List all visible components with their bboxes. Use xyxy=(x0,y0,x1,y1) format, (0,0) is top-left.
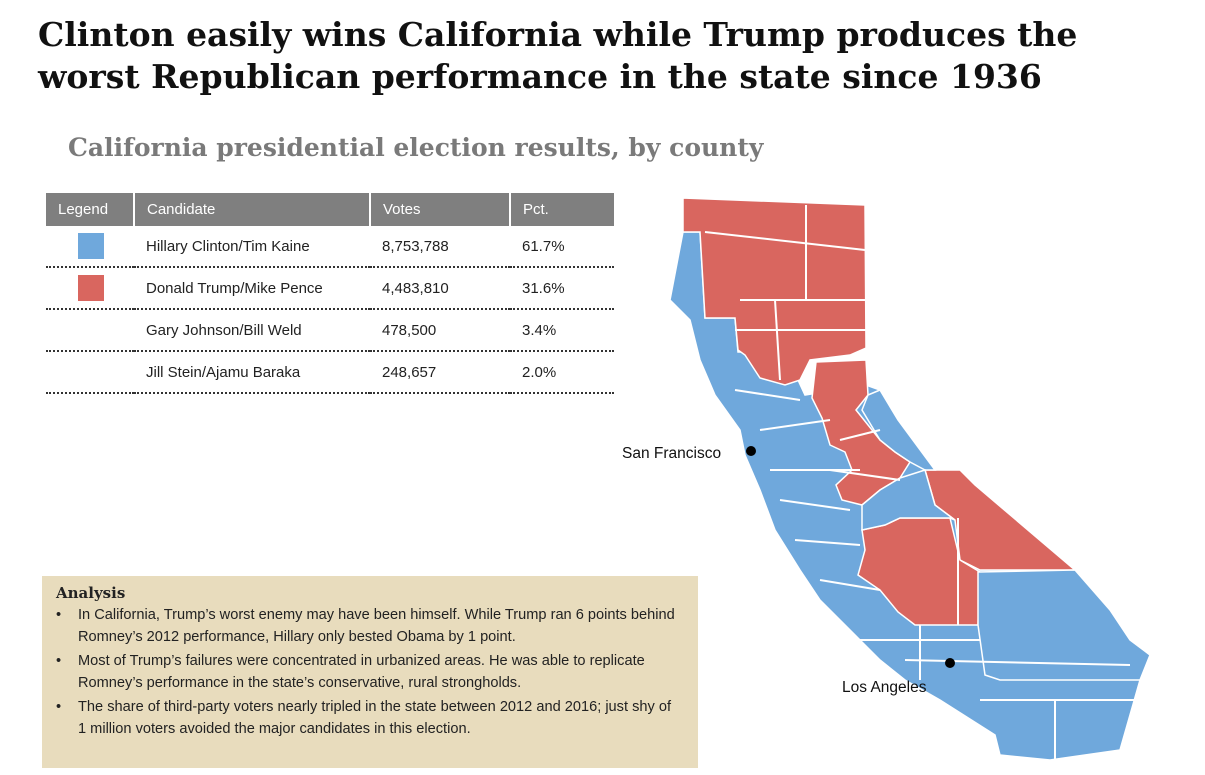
pct-cell: 2.0% xyxy=(510,351,614,394)
analysis-list: • In California, Trump’s worst enemy may … xyxy=(56,604,682,740)
bullet-icon: • xyxy=(56,607,62,623)
table-header-row: Legend Candidate Votes Pct. xyxy=(46,193,614,226)
table-row: Jill Stein/Ajamu Baraka 248,657 2.0% xyxy=(46,351,614,394)
legend-cell xyxy=(46,226,134,268)
analysis-text: In California, Trump’s worst enemy may h… xyxy=(78,607,675,645)
header-pct: Pct. xyxy=(510,193,614,226)
analysis-box: Analysis • In California, Trump’s worst e… xyxy=(42,576,698,768)
analysis-text: Most of Trump’s failures were concentrat… xyxy=(78,653,645,691)
table-row: Gary Johnson/Bill Weld 478,500 3.4% xyxy=(46,309,614,352)
table-row: Donald Trump/Mike Pence 4,483,810 31.6% xyxy=(46,267,614,310)
votes-cell: 4,483,810 xyxy=(370,267,510,310)
mono-clinton-region xyxy=(861,389,937,471)
trump-swatch xyxy=(78,275,104,301)
candidate-cell: Donald Trump/Mike Pence xyxy=(134,267,370,310)
candidate-cell: Gary Johnson/Bill Weld xyxy=(134,309,370,352)
header-votes: Votes xyxy=(370,193,511,226)
analysis-title: Analysis xyxy=(56,584,126,602)
legend-cell xyxy=(46,351,134,394)
city-label-los-angeles: Los Angeles xyxy=(842,679,927,696)
pct-cell: 31.6% xyxy=(510,267,614,310)
analysis-bullet: • In California, Trump’s worst enemy may … xyxy=(56,604,682,648)
analysis-text: The share of third-party voters nearly t… xyxy=(78,699,672,737)
table-row: Hillary Clinton/Tim Kaine 8,753,788 61.7… xyxy=(46,226,614,268)
header-legend: Legend xyxy=(46,193,135,226)
votes-cell: 248,657 xyxy=(370,351,510,394)
pct-cell: 3.4% xyxy=(510,309,614,352)
header-candidate: Candidate xyxy=(134,193,371,226)
bullet-icon: • xyxy=(56,699,62,715)
candidate-cell: Hillary Clinton/Tim Kaine xyxy=(134,226,370,268)
city-label-san-francisco: San Francisco xyxy=(622,445,722,462)
subtitle: California presidential election results… xyxy=(68,133,764,162)
votes-cell: 478,500 xyxy=(370,309,510,352)
fresno-clinton-region xyxy=(861,469,956,531)
candidate-cell: Jill Stein/Ajamu Baraka xyxy=(134,351,370,394)
results-table: Legend Candidate Votes Pct. Hillary Clin… xyxy=(46,193,614,394)
bullet-icon: • xyxy=(56,653,62,669)
analysis-bullet: • Most of Trump’s failures were concentra… xyxy=(56,650,682,694)
legend-cell xyxy=(46,309,134,352)
san-francisco-marker xyxy=(746,446,756,456)
analysis-bullet: • The share of third-party voters nearly … xyxy=(56,696,682,740)
pct-cell: 61.7% xyxy=(510,226,614,268)
clinton-swatch xyxy=(78,233,104,259)
los-angeles-marker xyxy=(945,658,955,668)
legend-cell xyxy=(46,267,134,310)
county-borders xyxy=(704,205,1140,760)
san-bernardino-region xyxy=(977,569,1151,681)
votes-cell: 8,753,788 xyxy=(370,226,510,268)
headline: Clinton easily wins California while Tru… xyxy=(38,15,1078,96)
